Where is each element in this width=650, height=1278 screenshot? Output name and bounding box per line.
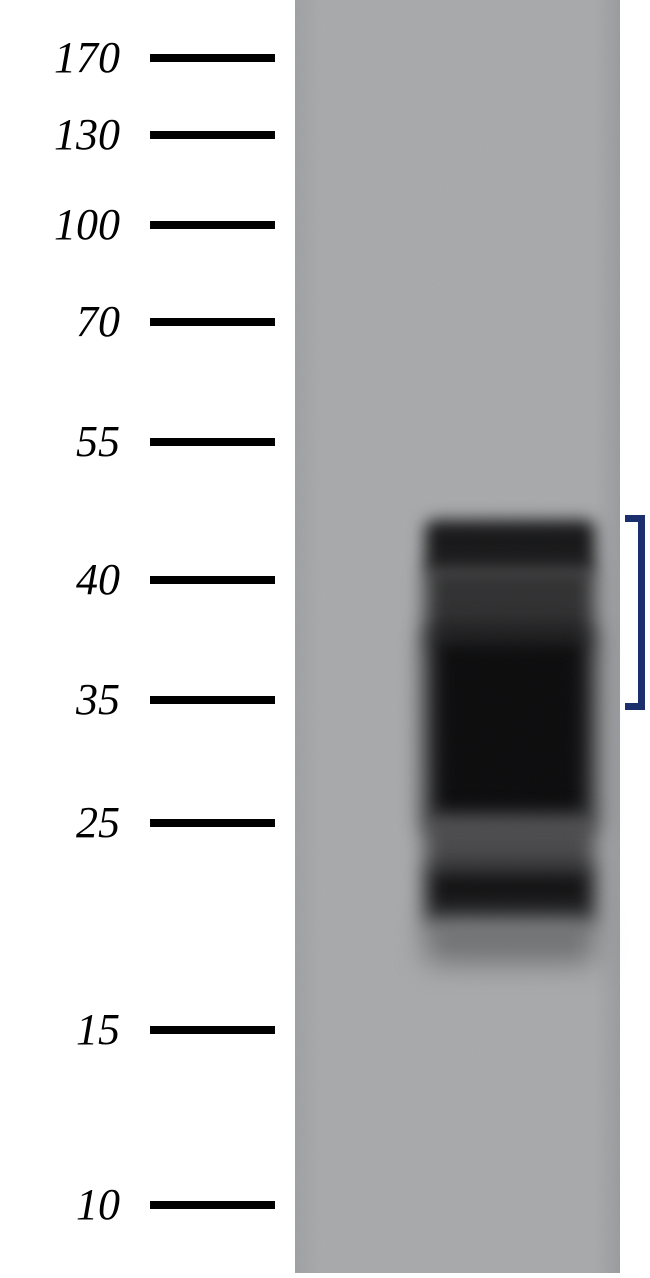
band-bracket bbox=[625, 515, 645, 710]
marker-tick bbox=[150, 576, 275, 584]
marker-tick bbox=[150, 1201, 275, 1209]
marker-label: 100 bbox=[54, 199, 120, 250]
marker-tick bbox=[150, 221, 275, 229]
marker-tick bbox=[150, 696, 275, 704]
figure-container: 170 130 100 70 55 40 35 25 15 10 bbox=[0, 0, 650, 1273]
marker-label: 10 bbox=[76, 1179, 120, 1230]
marker-label: 130 bbox=[54, 109, 120, 160]
marker-tick bbox=[150, 54, 275, 62]
marker-label: 35 bbox=[76, 674, 120, 725]
marker-label: 15 bbox=[76, 1004, 120, 1055]
blot-band bbox=[425, 918, 595, 963]
marker-label: 40 bbox=[76, 554, 120, 605]
marker-tick bbox=[150, 1026, 275, 1034]
marker-label: 55 bbox=[76, 416, 120, 467]
marker-tick bbox=[150, 131, 275, 139]
marker-label: 70 bbox=[76, 296, 120, 347]
marker-tick bbox=[150, 318, 275, 326]
marker-tick bbox=[150, 819, 275, 827]
blot-band bbox=[425, 630, 595, 830]
marker-tick bbox=[150, 438, 275, 446]
blot-band bbox=[425, 865, 595, 925]
marker-label: 170 bbox=[54, 32, 120, 83]
marker-label: 25 bbox=[76, 797, 120, 848]
